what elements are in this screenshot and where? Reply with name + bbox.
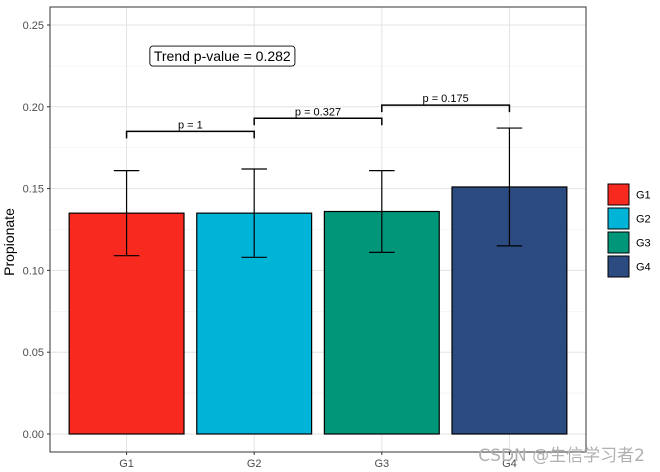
comparison-bracket-1 [125,130,255,139]
x-tick-label: G3 [374,458,389,470]
comparison-label-2: p = 0.327 [295,106,341,118]
x-tick-label: G4 [502,458,517,470]
comparison-label-1: p = 1 [178,119,203,131]
x-tick-label: G1 [119,458,134,470]
legend-key-g3 [607,231,630,254]
x-axis: G1 G2 G3 G4 [119,452,517,470]
comparison-brackets: p = 1 p = 0.327 p = 0.175 [125,93,511,139]
legend-key-g2 [607,207,630,230]
y-axis-title: Propionate [1,208,17,276]
y-tick-label: 0.15 [23,184,44,196]
panel-border [49,6,587,453]
legend-label-g3: G3 [636,238,651,250]
y-tick-label: 0.00 [23,429,44,441]
legend-key-g4 [607,255,630,278]
watermark: CSDN @生信学习者2 [478,446,645,466]
panel-border-rect [49,6,587,453]
legend-label-g1: G1 [636,190,651,202]
y-tick-label: 0.05 [23,347,44,359]
y-tick-label: 0.25 [23,20,44,32]
trend-annotation-text: Trend p-value = 0.282 [154,48,291,64]
trend-annotation-box [149,45,296,67]
x-tick-label: G2 [247,458,262,470]
y-tick-label: 0.20 [23,102,44,114]
legend: G1 G2 G3 G4 [607,183,651,278]
trend-annotation: Trend p-value = 0.282 [149,45,296,67]
comparison-label-3: p = 0.175 [423,93,469,105]
legend-label-g4: G4 [636,262,651,274]
bar-g1 [68,212,185,435]
y-axis: 0.00 0.05 0.10 0.15 0.20 0.25 [23,20,50,441]
y-tick-label: 0.10 [23,265,44,277]
legend-key-g1 [607,183,630,206]
bars [68,186,568,435]
error-bars [113,127,523,258]
comparison-bracket-3 [381,104,511,113]
legend-label-g2: G2 [636,214,651,226]
comparison-bracket-2 [253,117,383,126]
